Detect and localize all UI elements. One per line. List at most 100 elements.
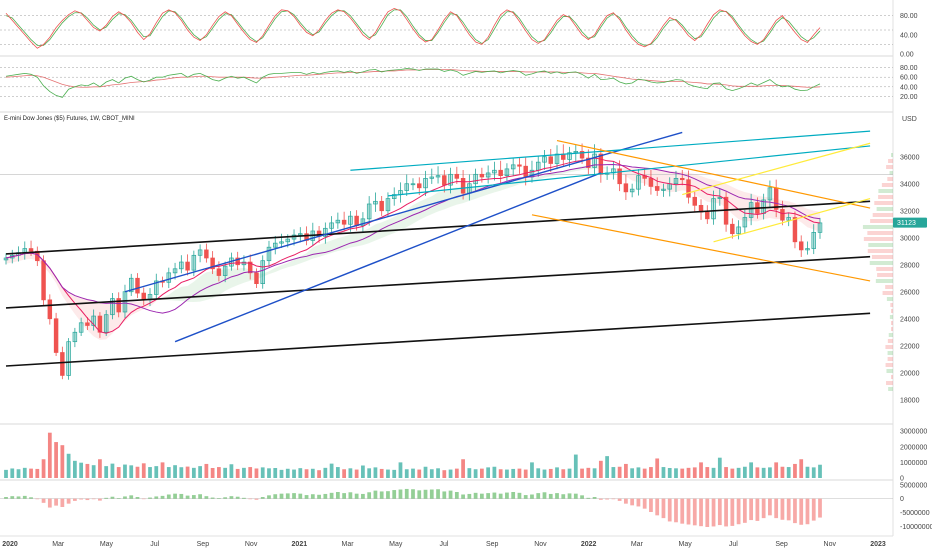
cloud-segment xyxy=(789,201,795,218)
volume-profile-bar xyxy=(891,153,893,157)
volume-bar xyxy=(649,467,653,478)
candle-body xyxy=(461,178,465,193)
volume-bar xyxy=(655,458,659,478)
macd-bar xyxy=(73,499,77,501)
volume-bar xyxy=(718,458,722,478)
volume-bar xyxy=(35,469,39,478)
volume-bar xyxy=(580,469,584,478)
volume-bar xyxy=(812,467,816,478)
candle-body xyxy=(286,239,290,242)
volume-tick-label: 3000000 xyxy=(900,429,927,436)
volume-bar xyxy=(142,463,146,478)
macd-bar xyxy=(561,494,565,498)
volume-profile-bar xyxy=(886,369,893,373)
volume-bar xyxy=(774,462,778,478)
candle-body xyxy=(806,249,810,250)
candle-body xyxy=(186,262,190,270)
macd-bar xyxy=(186,496,190,499)
macd-bar xyxy=(298,494,302,499)
volume-bar xyxy=(267,468,271,478)
macd-bar xyxy=(323,494,327,499)
volume-bar xyxy=(248,467,252,478)
macd-bar xyxy=(712,499,716,527)
volume-bar xyxy=(60,445,64,478)
volume-bar xyxy=(806,467,810,478)
x-tick-label: Mar xyxy=(342,541,355,548)
macd-bar xyxy=(142,499,146,500)
volume-profile-bar xyxy=(891,309,893,313)
volume-bar xyxy=(449,470,453,478)
volume-bar xyxy=(399,462,403,478)
x-tick-label: Sep xyxy=(486,541,499,548)
macd-bar xyxy=(530,495,534,499)
volume-bar xyxy=(630,468,634,478)
volume-bar xyxy=(486,467,490,478)
candle-body xyxy=(536,162,540,170)
volume-tick-label: 1000000 xyxy=(900,460,927,467)
candle-body xyxy=(436,176,440,177)
candle-body xyxy=(787,218,791,221)
macd-bar xyxy=(499,494,503,499)
macd-bar xyxy=(117,498,121,499)
candle-body xyxy=(737,227,741,234)
macd-bar xyxy=(374,491,378,499)
candle-body xyxy=(223,266,227,275)
macd-bar xyxy=(749,499,753,520)
macd-bar xyxy=(693,499,697,526)
volume-bar xyxy=(518,469,522,478)
volume-profile-bar xyxy=(888,351,893,355)
candle-body xyxy=(662,189,666,190)
candle-body xyxy=(730,224,734,233)
volume-bar xyxy=(298,468,302,478)
candle-body xyxy=(781,209,785,220)
macd-bar xyxy=(248,499,252,500)
last-price-value: 31123 xyxy=(897,220,916,227)
macd-bar xyxy=(54,499,58,506)
macd-bar xyxy=(718,499,722,525)
volume-bar xyxy=(605,456,609,478)
volume-bar xyxy=(662,467,666,478)
volume-bar xyxy=(374,467,378,478)
volume-bar xyxy=(48,433,52,478)
price-tick-label: 20000 xyxy=(900,370,920,377)
volume-profile-bar xyxy=(864,237,893,241)
channel-line-cyan xyxy=(388,146,870,196)
candle-body xyxy=(511,165,515,169)
macd-bar xyxy=(10,496,14,499)
macd-bar xyxy=(605,499,609,500)
volume-bar xyxy=(586,468,590,478)
price-tick-label: 28000 xyxy=(900,262,920,269)
macd-bar xyxy=(86,499,90,500)
macd-tick-label: -10000000 xyxy=(900,524,932,531)
volume-profile-bar xyxy=(863,225,893,229)
candle-body xyxy=(123,292,127,312)
macd-bar xyxy=(730,499,734,526)
macd-bar xyxy=(618,499,622,501)
price-tick-label: 22000 xyxy=(900,343,920,350)
x-tick-label: Sep xyxy=(775,541,788,548)
volume-bar xyxy=(505,470,509,478)
macd-bar xyxy=(812,499,816,521)
volume-profile-bar xyxy=(889,333,893,337)
macd-bar xyxy=(762,499,766,518)
volume-bar xyxy=(749,462,753,478)
candle-body xyxy=(267,247,271,261)
candle-body xyxy=(812,232,816,248)
cloud-segment xyxy=(25,253,31,259)
volume-bar xyxy=(355,470,359,478)
candle-body xyxy=(505,169,509,176)
price-tick-label: 34000 xyxy=(900,181,920,188)
macd-bar xyxy=(104,498,108,499)
macd-bar xyxy=(474,493,478,499)
macd-bar xyxy=(781,499,785,520)
volume-bar xyxy=(17,469,21,478)
cloud-segment xyxy=(344,234,350,249)
volume-bar xyxy=(342,469,346,478)
stoch-tick-label: 40.00 xyxy=(900,32,918,39)
macd-bar xyxy=(774,499,778,518)
macd-bar xyxy=(518,493,522,499)
macd-bar xyxy=(129,495,133,498)
macd-tick-label: 5000000 xyxy=(900,482,927,489)
candle-body xyxy=(367,204,371,219)
